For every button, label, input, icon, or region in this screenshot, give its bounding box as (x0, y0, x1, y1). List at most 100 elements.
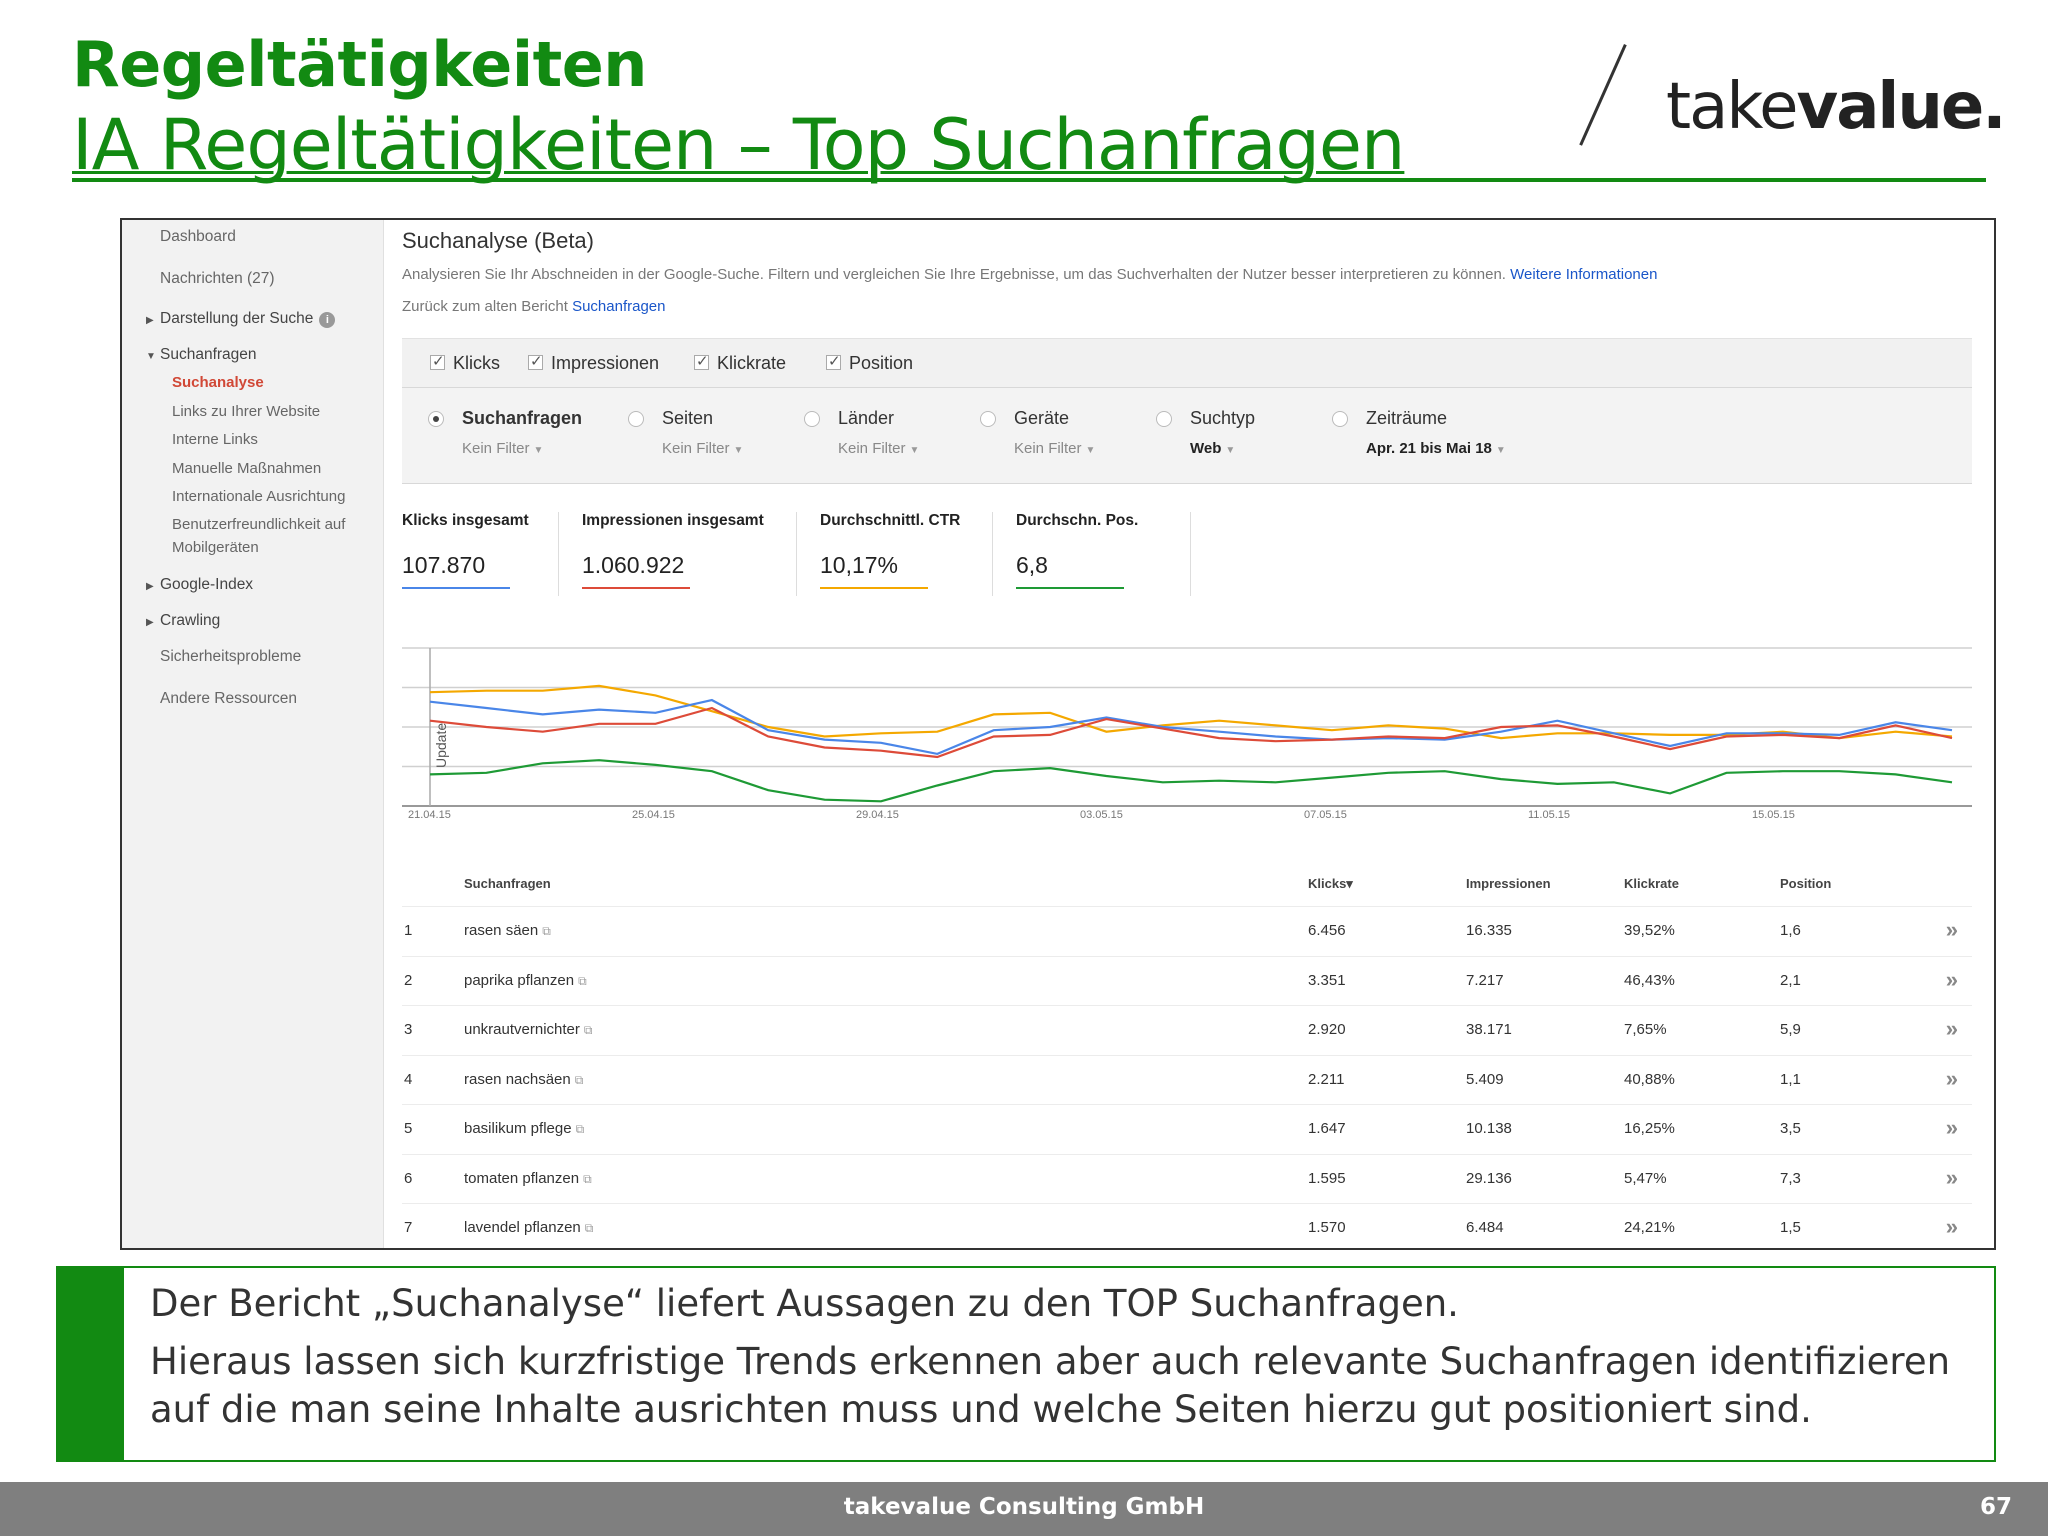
query-cell[interactable]: basilikum pflege ⧉ (464, 1120, 585, 1137)
sidebar-item-internal-links[interactable]: Interne Links (172, 431, 258, 448)
external-link-icon[interactable]: ⧉ (584, 1221, 594, 1235)
query-cell[interactable]: unkrautvernichter ⧉ (464, 1021, 593, 1038)
row-expand-icon[interactable]: » (1945, 1065, 1958, 1091)
kpi-ctr: Durchschnittl. CTR 10,17% (820, 512, 960, 612)
filter-dropdown[interactable]: Web ▼ (1190, 440, 1236, 457)
external-link-icon[interactable]: ⧉ (583, 1171, 592, 1186)
external-link-icon[interactable]: ⧉ (583, 1023, 593, 1037)
query-cell[interactable]: paprika pflanzen ⧉ (464, 971, 587, 989)
filter-dropdown[interactable]: Kein Filter ▼ (462, 440, 544, 457)
filter-dropdown[interactable]: Kein Filter ▼ (662, 440, 744, 457)
table-row[interactable]: 6 tomaten pflanzen ⧉ 1.595 29.136 5,47% 7,3 » (402, 1153, 1972, 1203)
footer-company: takevalue Consulting GmbH (843, 1494, 1205, 1520)
sidebar-item-search-appearance[interactable]: ▶ Darstellung der Suche i (146, 310, 336, 328)
back-text: Zurück zum alten Bericht (402, 298, 568, 315)
query-cell[interactable]: rasen nachsäen ⧉ (464, 1070, 584, 1088)
query-cell[interactable]: lavendel pflanzen ⧉ (464, 1219, 594, 1236)
takevalue-logo: takevalue. (1666, 70, 2007, 144)
table-row[interactable]: 5 basilikum pflege ⧉ 1.647 10.138 16,25% 3,5 » (402, 1104, 1972, 1153)
table-row[interactable]: 3 unkrautvernichter ⧉ 2.920 38.171 7,65% 5,9 » (402, 1005, 1972, 1054)
row-expand-icon[interactable]: » (1945, 1016, 1958, 1041)
more-info-link[interactable]: Weitere Informationen (1510, 266, 1658, 283)
row-number: 7 (404, 1219, 413, 1236)
row-expand-icon[interactable]: » (1945, 917, 1958, 942)
filter-dropdown[interactable]: Kein Filter ▼ (838, 440, 920, 457)
sidebar-item-dashboard[interactable]: Dashboard (160, 228, 236, 245)
row-number: 5 (404, 1120, 413, 1137)
table-row[interactable]: 7 lavendel pflanzen ⧉ 1.570 6.484 24,21% 1,5 » (402, 1203, 1972, 1248)
row-number: 3 (404, 1021, 413, 1038)
radio-selected-icon (428, 411, 444, 427)
position-checkbox[interactable]: Position (826, 352, 913, 374)
kpi-label: Durchschn. Pos. (1016, 512, 1139, 529)
row-number: 6 (404, 1169, 413, 1187)
clicks-cell: 1.570 (1308, 1219, 1346, 1236)
x-tick-label: 21.04.15 (408, 809, 451, 818)
checkbox-checked-icon (694, 352, 709, 370)
query-cell[interactable]: tomaten pflanzen ⧉ (464, 1169, 592, 1187)
info-icon[interactable]: i (319, 312, 336, 328)
search-console-screenshot: Dashboard Nachrichten (27) ▶ Darstellung … (120, 218, 1996, 1250)
sidebar-item-international[interactable]: Internationale Ausrichtung (172, 488, 346, 505)
note-accent-bar (58, 1268, 124, 1460)
sidebar-item-google-index[interactable]: ▶ Google-Index (146, 576, 253, 594)
row-expand-icon[interactable]: » (1945, 1214, 1958, 1239)
kpi-color-bar (820, 587, 928, 589)
x-tick-label: 03.05.15 (1080, 809, 1123, 818)
row-number: 2 (404, 971, 413, 989)
impressions-cell: 38.171 (1466, 1021, 1512, 1038)
sidebar-item-other-resources[interactable]: Andere Ressourcen (160, 690, 297, 707)
kpi-color-bar (582, 587, 690, 589)
external-link-icon[interactable]: ⧉ (578, 973, 587, 988)
sidebar-item-links-to-site[interactable]: Links zu Ihrer Website (172, 403, 321, 420)
caret-down-icon: ▼ (909, 445, 920, 456)
query-cell[interactable]: rasen säen ⧉ (464, 922, 551, 939)
ctr-checkbox[interactable]: Klickrate (694, 352, 787, 374)
row-number: 1 (404, 922, 413, 939)
sidebar-item-security[interactable]: Sicherheitsprobleme (160, 648, 302, 665)
ctr-cell: 7,65% (1624, 1021, 1667, 1038)
external-link-icon[interactable]: ⧉ (575, 1122, 585, 1136)
clicks-checkbox[interactable]: Klicks (430, 352, 501, 374)
sidebar-item-label: Mobilgeräten (172, 539, 259, 556)
table-row[interactable]: 1 rasen säen ⧉ 6.456 16.335 39,52% 1,6 » (402, 906, 1972, 955)
radio-icon (1332, 411, 1348, 427)
sidebar-item-manual-actions[interactable]: Manuelle Maßnahmen (172, 460, 322, 477)
impressions-checkbox[interactable]: Impressionen (528, 352, 659, 374)
external-link-icon[interactable]: ⧉ (542, 924, 551, 938)
clicks-cell: 2.920 (1308, 1021, 1346, 1038)
filter-dropdown[interactable]: Kein Filter ▼ (1014, 440, 1096, 457)
sidebar-item-crawling[interactable]: ▶ Crawling (146, 612, 220, 630)
checkbox-label: Klicks (453, 353, 501, 373)
row-expand-icon[interactable]: » (1945, 1164, 1958, 1190)
checkbox-label: Klickrate (717, 353, 787, 373)
footer: takevalue Consulting GmbH 67 (0, 1482, 2048, 1536)
radio-icon (804, 411, 820, 427)
column-header-impressions[interactable]: Impressionen (1466, 876, 1551, 891)
kpi-value: 6,8 (1016, 552, 1048, 578)
radio-icon (628, 411, 644, 427)
row-expand-icon[interactable]: » (1945, 966, 1958, 992)
series-line (429, 698, 1953, 756)
external-link-icon[interactable]: ⧉ (574, 1072, 584, 1087)
table-row[interactable]: 4 rasen nachsäen ⧉ 2.211 5.409 40,88% 1,1 » (402, 1054, 1972, 1104)
sidebar-item-search-traffic[interactable]: ▼ Suchanfragen (146, 346, 257, 364)
row-expand-icon[interactable]: » (1945, 1115, 1958, 1140)
back-to-old-report: Zurück zum alten Bericht Suchanfragen (402, 298, 665, 315)
column-header-clicks[interactable]: Klicks▾ (1308, 876, 1353, 891)
filter-label: Geräte (1014, 408, 1070, 428)
table-row[interactable]: 2 paprika pflanzen ⧉ 3.351 7.217 46,43% 2,1 » (402, 955, 1972, 1005)
slide-subtitle: IA Regeltätigkeiten – Top Suchanfragen (72, 104, 1405, 186)
logo-slash (1579, 44, 1627, 146)
sidebar-item-messages[interactable]: Nachrichten (27) (160, 270, 275, 287)
filter-dropdown[interactable]: Apr. 21 bis Mai 18 ▼ (1366, 440, 1506, 457)
column-header-position[interactable]: Position (1780, 876, 1832, 891)
column-header-query[interactable]: Suchanfragen (464, 876, 551, 891)
old-report-link[interactable]: Suchanfragen (572, 298, 666, 315)
column-header-ctr[interactable]: Klickrate (1624, 876, 1679, 891)
clicks-cell: 3.351 (1308, 971, 1346, 989)
sidebar-item-mobile-usability[interactable]: Benutzerfreundlichkeit auf Mobilgeräten (172, 516, 345, 556)
sidebar-item-search-analytics[interactable]: Suchanalyse (172, 374, 264, 391)
position-cell: 2,1 (1780, 971, 1801, 989)
sidebar-item-label: Crawling (160, 612, 221, 629)
